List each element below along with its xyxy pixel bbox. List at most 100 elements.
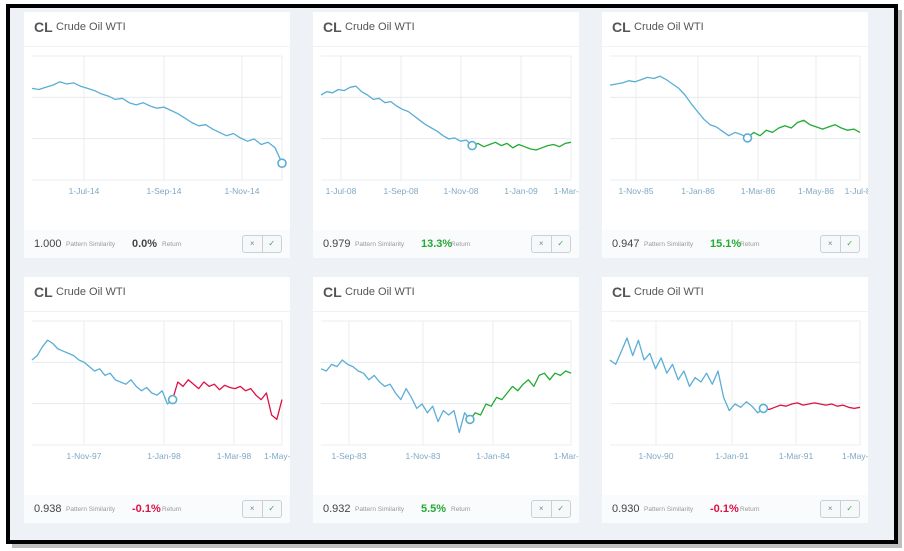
pattern-series-line — [609, 75, 748, 139]
x-tick-label: 1-Jan-86 — [681, 186, 715, 196]
pattern-card[interactable]: CL Crude Oil WTI 0.930 Pattern Similarit… — [602, 277, 868, 523]
x-tick-label: 1-Jul-14 — [69, 186, 100, 196]
confirm-button[interactable]: ✓ — [261, 236, 282, 252]
card-footer: 0.930 Pattern Similarity -0.1% Return × … — [602, 495, 868, 523]
x-tick-label: 1-Sep-83 — [332, 451, 367, 461]
return-value: 0.0% — [132, 238, 158, 250]
ticker-symbol: CL — [323, 284, 342, 300]
similarity-value: 0.930 — [612, 503, 640, 515]
confirm-button[interactable]: ✓ — [550, 236, 571, 252]
x-tick-label: 1-Nov-14 — [225, 186, 260, 196]
card-header: CL Crude Oil WTI — [24, 12, 290, 47]
x-tick-label: 1-Mar-91 — [779, 451, 814, 461]
instrument-name: Crude Oil WTI — [634, 286, 704, 298]
card-header: CL Crude Oil WTI — [602, 12, 868, 47]
confirm-button[interactable]: ✓ — [839, 501, 860, 517]
x-tick-label: 1-Nov-90 — [639, 451, 674, 461]
price-chart: 1-Jul-14 1-Sep-14 1-Nov-14 — [31, 55, 287, 196]
pattern-series-line — [320, 85, 473, 147]
similarity-value: 0.947 — [612, 238, 640, 250]
confirm-button[interactable]: ✓ — [839, 236, 860, 252]
return-value: -0.1% — [710, 503, 739, 515]
dismiss-button[interactable]: × — [538, 239, 544, 248]
match-point-marker — [758, 403, 769, 414]
feedback-buttons: × ✓ — [531, 500, 571, 518]
match-point-marker — [167, 394, 178, 405]
pattern-series-line — [31, 339, 174, 405]
card-header: CL Crude Oil WTI — [602, 277, 868, 312]
x-tick-label: 1-May-98 — [264, 451, 290, 461]
feedback-buttons: × ✓ — [820, 235, 860, 253]
feedback-buttons: × ✓ — [820, 500, 860, 518]
price-chart: 1-Sep-83 1-Nov-83 1-Jan-84 1-Mar-84 — [320, 320, 579, 461]
x-tick-label: 1-May-91 — [842, 451, 868, 461]
ticker-symbol: CL — [34, 19, 53, 35]
return-value: -0.1% — [132, 503, 161, 515]
panel-shadow-right — [898, 10, 902, 544]
similarity-label: Pattern Similarity — [66, 241, 116, 248]
price-chart: 1-Nov-85 1-Jan-86 1-Mar-86 1-May-86 1-Jul-86 — [609, 55, 868, 196]
x-tick-label: 1-Jul-86 — [845, 186, 868, 196]
x-tick-label: 1-Sep-08 — [384, 186, 419, 196]
instrument-name: Crude Oil WTI — [56, 21, 126, 33]
dismiss-button[interactable]: × — [827, 504, 833, 513]
similarity-value: 1.000 — [34, 238, 62, 250]
x-tick-label: 1-Jul-08 — [326, 186, 357, 196]
pattern-card[interactable]: CL Crude Oil WTI 0.979 Pattern Similarit… — [313, 12, 579, 258]
card-footer: 0.979 Pattern Similarity 13.3% Return × … — [313, 230, 579, 258]
dismiss-button[interactable]: × — [249, 504, 255, 513]
similarity-value: 0.932 — [323, 503, 351, 515]
feedback-buttons: × ✓ — [242, 500, 282, 518]
similarity-label: Pattern Similarity — [355, 241, 405, 248]
return-label: Return — [740, 241, 760, 248]
card-footer: 0.947 Pattern Similarity 15.1% Return × … — [602, 230, 868, 258]
projection-series-line — [747, 119, 861, 139]
x-tick-label: 1-Nov-08 — [444, 186, 479, 196]
pattern-series-line — [31, 81, 283, 164]
price-chart: 1-Jul-08 1-Sep-08 1-Nov-08 1-Jan-09 1-Mar-09 — [320, 55, 579, 196]
dismiss-button[interactable]: × — [827, 239, 833, 248]
similarity-label: Pattern Similarity — [644, 241, 694, 248]
pattern-card[interactable]: CL Crude Oil WTI 0.947 Pattern Similarit… — [602, 12, 868, 258]
similarity-value: 0.979 — [323, 238, 351, 250]
return-label: Return — [451, 506, 471, 513]
return-label: Return — [740, 506, 760, 513]
price-chart: 1-Nov-90 1-Jan-91 1-Mar-91 1-May-91 — [609, 320, 868, 461]
similarity-value: 0.938 — [34, 503, 62, 515]
confirm-button[interactable]: ✓ — [261, 501, 282, 517]
confirm-button[interactable]: ✓ — [550, 501, 571, 517]
ticker-symbol: CL — [323, 19, 342, 35]
pattern-series-line — [320, 359, 471, 434]
x-tick-label: 1-Jan-98 — [147, 451, 181, 461]
return-value: 5.5% — [421, 503, 447, 515]
similarity-label: Pattern Similarity — [355, 506, 405, 513]
x-tick-label: 1-Nov-97 — [67, 451, 102, 461]
panel-shadow-bottom — [12, 544, 902, 548]
instrument-name: Crude Oil WTI — [345, 286, 415, 298]
match-point-marker — [277, 158, 287, 168]
ticker-symbol: CL — [612, 19, 631, 35]
instrument-name: Crude Oil WTI — [634, 21, 704, 33]
return-label: Return — [451, 241, 471, 248]
projection-series-line — [469, 370, 572, 420]
x-tick-label: 1-Mar-86 — [741, 186, 776, 196]
x-tick-label: 1-Mar-98 — [217, 451, 252, 461]
pattern-card[interactable]: CL Crude Oil WTI 1.000 Pattern Similarit… — [24, 12, 290, 258]
pattern-card[interactable]: CL Crude Oil WTI 0.932 Pattern Similarit… — [313, 277, 579, 523]
similarity-label: Pattern Similarity — [644, 506, 694, 513]
pattern-card[interactable]: CL Crude Oil WTI 0.938 Pattern Similarit… — [24, 277, 290, 523]
return-value: 15.1% — [710, 238, 742, 250]
projection-series-line — [171, 379, 283, 421]
match-point-marker — [465, 414, 475, 425]
instrument-name: Crude Oil WTI — [56, 286, 126, 298]
x-tick-label: 1-Sep-14 — [147, 186, 182, 196]
projection-series-line — [471, 141, 572, 151]
match-point-marker — [742, 133, 753, 143]
dismiss-button[interactable]: × — [249, 239, 255, 248]
card-header: CL Crude Oil WTI — [24, 277, 290, 312]
x-tick-label: 1-May-86 — [798, 186, 834, 196]
projection-series-line — [763, 402, 861, 411]
card-header: CL Crude Oil WTI — [313, 12, 579, 47]
feedback-buttons: × ✓ — [531, 235, 571, 253]
dismiss-button[interactable]: × — [538, 504, 544, 513]
